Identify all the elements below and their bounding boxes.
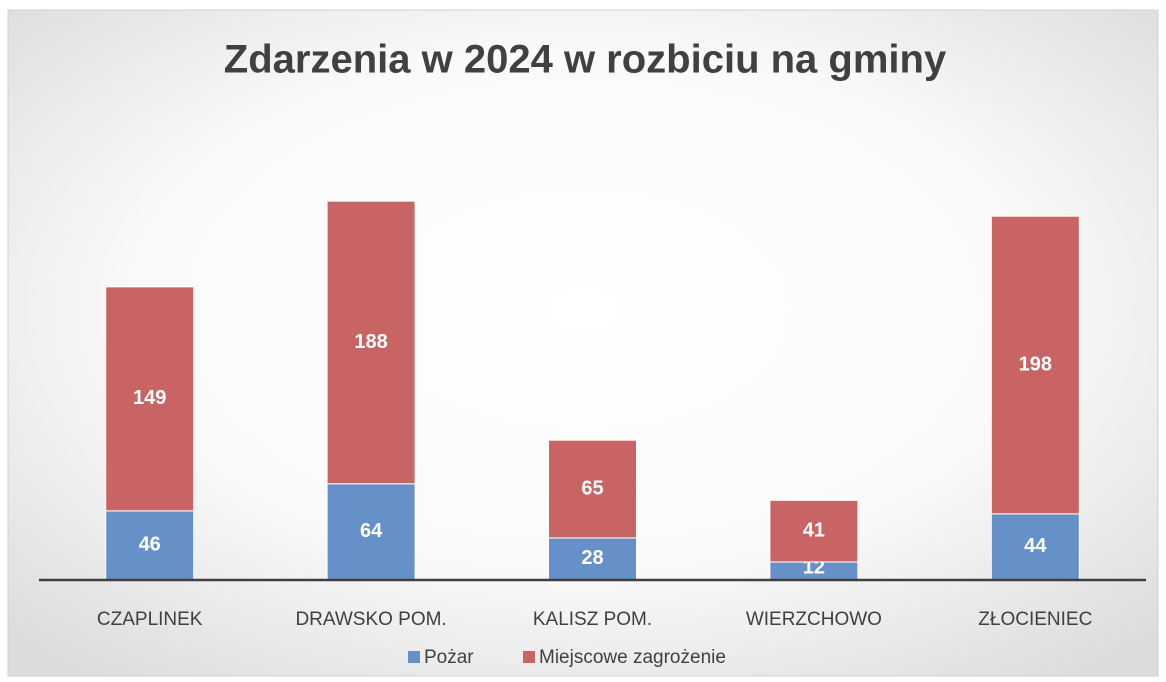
bar-segment bbox=[769, 499, 859, 563]
legend-swatch bbox=[523, 651, 535, 663]
data-label: 198 bbox=[1019, 353, 1052, 375]
bar-segment bbox=[326, 200, 416, 485]
bar-segment bbox=[990, 513, 1080, 581]
bar-segment bbox=[105, 286, 195, 512]
bar-segment bbox=[105, 510, 195, 581]
chart-title: Zdarzenia w 2024 w rozbiciu na gminy bbox=[224, 38, 947, 82]
legend-swatch bbox=[408, 651, 420, 663]
x-tick-label: ZŁOCIENIEC bbox=[978, 609, 1092, 630]
data-label: 28 bbox=[581, 547, 603, 569]
x-tick-label: DRAWSKO POM. bbox=[295, 609, 446, 630]
data-label: 44 bbox=[1024, 535, 1047, 557]
x-tick-label: WIERZCHOWO bbox=[746, 609, 882, 630]
bar-segment bbox=[548, 537, 637, 581]
data-label: 65 bbox=[581, 477, 603, 499]
x-tick-label: CZAPLINEK bbox=[97, 609, 203, 630]
legend-label: Pożar bbox=[424, 647, 474, 668]
legend-label: Miejscowe zagrożenie bbox=[539, 647, 726, 668]
bar-segment bbox=[326, 483, 416, 581]
data-label: 188 bbox=[354, 331, 387, 353]
bar-segment bbox=[990, 215, 1080, 515]
data-label: 46 bbox=[139, 534, 161, 556]
data-label: 41 bbox=[803, 519, 825, 541]
bar-segment bbox=[548, 439, 637, 539]
data-label: 64 bbox=[360, 520, 383, 542]
data-label: 149 bbox=[133, 387, 166, 409]
x-tick-label: KALISZ POM. bbox=[533, 609, 652, 630]
